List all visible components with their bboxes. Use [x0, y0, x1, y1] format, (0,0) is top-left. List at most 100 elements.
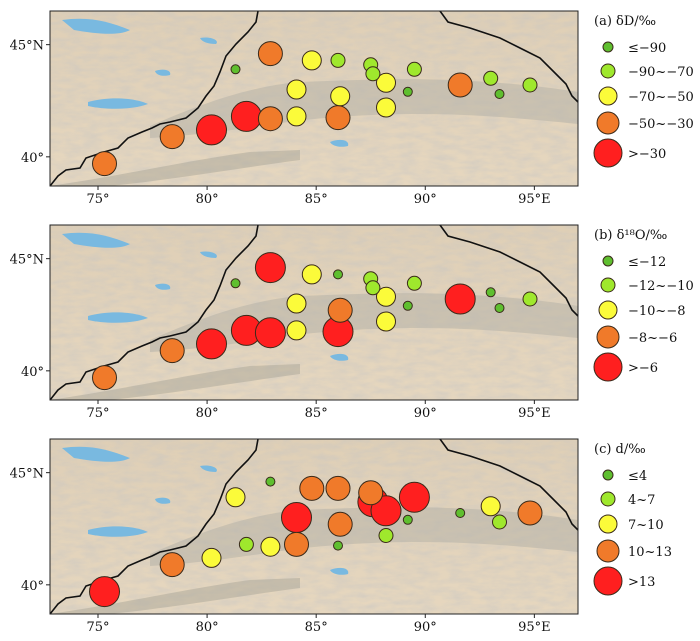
station-marker-s05: [239, 537, 253, 551]
station-marker-s11: [331, 53, 345, 67]
x-tick-label: 85°: [305, 192, 328, 207]
legend-symbol: [599, 515, 617, 533]
legend-label: >−6: [628, 361, 658, 376]
legend-symbol: [603, 470, 613, 480]
legend-label: 4~7: [628, 493, 655, 508]
station-marker-s02: [160, 339, 184, 363]
station-marker-s05: [231, 101, 261, 131]
station-marker-s06: [266, 477, 275, 486]
y-tick-label: 45°N: [10, 39, 44, 54]
x-tick-label: 95°E: [518, 406, 551, 421]
station-marker-s17: [377, 312, 396, 331]
station-marker-s04: [231, 279, 240, 288]
station-marker-s21: [481, 497, 500, 516]
station-marker-s02: [160, 125, 184, 149]
station-marker-s17: [377, 98, 396, 117]
station-marker-s12: [328, 298, 352, 322]
station-marker-s10: [300, 476, 324, 500]
legend-label: 10~13: [628, 545, 672, 560]
station-marker-s07: [258, 107, 282, 131]
station-marker-s19: [407, 276, 421, 290]
y-tick-label: 40°: [21, 151, 44, 166]
legend-title: (b) δ¹⁸O/‰: [594, 228, 667, 243]
legend-symbol: [603, 256, 613, 266]
station-marker-s06: [258, 42, 282, 66]
x-tick-label: 75°: [86, 620, 109, 635]
y-tick-label: 40°: [21, 579, 44, 594]
station-marker-s08: [287, 294, 306, 313]
station-marker-s08: [282, 503, 312, 533]
station-marker-s18: [403, 87, 412, 96]
station-marker-s07: [255, 318, 285, 348]
station-marker-s06: [255, 253, 285, 283]
station-marker-s23: [518, 501, 542, 525]
legend-label: −50~−30: [628, 117, 694, 132]
station-marker-s10: [302, 265, 321, 284]
legend-symbol: [594, 353, 622, 381]
legend-label: >13: [628, 575, 655, 590]
panel-a: 75° 80° 85° 90° 95°E 45°N 40° (a) δD/‰ ≤−90 −90~…: [10, 11, 694, 207]
station-marker-s20: [448, 73, 472, 97]
legend-symbol: [603, 42, 613, 52]
legend-symbol: [599, 301, 617, 319]
station-marker-s10: [302, 51, 321, 70]
station-marker-s02: [160, 553, 184, 577]
panel-b: 75° 80° 85° 90° 95°E 45°N 40° (b) δ¹⁸O/‰ ≤−12 −1…: [10, 225, 694, 421]
station-marker-s18: [403, 515, 412, 524]
legend-label: ≤4: [628, 469, 647, 484]
legend-symbol: [597, 326, 619, 348]
x-tick-label: 80°: [196, 406, 219, 421]
station-marker-s09: [287, 107, 306, 126]
station-marker-s17: [379, 529, 393, 543]
station-marker-s13: [334, 541, 343, 550]
station-marker-s15: [366, 281, 380, 295]
station-marker-s23: [523, 78, 537, 92]
station-marker-s11: [334, 270, 343, 279]
legend-label: −8~−6: [628, 331, 677, 346]
x-tick-label: 80°: [196, 192, 219, 207]
x-tick-label: 85°: [305, 406, 328, 421]
station-marker-s22: [495, 304, 504, 313]
legend-symbol: [601, 492, 615, 506]
station-marker-s07: [261, 537, 280, 556]
station-marker-s22: [495, 90, 504, 99]
station-marker-s13: [326, 106, 350, 130]
legend-symbol: [601, 64, 615, 78]
x-tick-label: 90°: [414, 192, 437, 207]
station-marker-s12: [331, 87, 350, 106]
legend-title: (a) δD/‰: [594, 14, 656, 29]
station-marker-s23: [523, 292, 537, 306]
legend-symbol: [594, 567, 622, 595]
station-marker-s03: [197, 329, 227, 359]
x-tick-label: 90°: [414, 406, 437, 421]
station-marker-s04: [226, 488, 245, 507]
figure: 75° 80° 85° 90° 95°E 45°N 40° (a) δD/‰ ≤−90 −90~…: [0, 0, 700, 641]
legend-label: ≤−90: [628, 41, 666, 56]
station-marker-s20: [456, 509, 465, 518]
station-marker-s04: [231, 65, 240, 74]
y-tick-label: 45°N: [10, 467, 44, 482]
station-marker-s15: [366, 67, 380, 81]
station-marker-s09: [285, 532, 309, 556]
legend-title: (c) d/‰: [594, 442, 646, 457]
station-marker-s18: [403, 301, 412, 310]
x-tick-label: 90°: [414, 620, 437, 635]
y-tick-label: 40°: [21, 365, 44, 380]
legend-label: ≤−12: [628, 255, 666, 270]
station-marker-s19: [399, 482, 429, 512]
station-marker-s12: [328, 512, 352, 536]
legend-symbol: [601, 278, 615, 292]
station-marker-s20: [445, 284, 475, 314]
legend-label: −10~−8: [628, 304, 686, 319]
station-marker-s01: [90, 577, 120, 607]
station-marker-s08: [287, 80, 306, 99]
legend-label: −90~−70: [628, 65, 694, 80]
station-marker-s21: [486, 288, 495, 297]
x-tick-label: 80°: [196, 620, 219, 635]
station-marker-s09: [287, 321, 306, 340]
station-marker-s01: [93, 152, 117, 176]
x-tick-label: 75°: [86, 192, 109, 207]
station-marker-s11: [326, 476, 350, 500]
legend-symbol: [597, 540, 619, 562]
station-marker-s01: [93, 366, 117, 390]
